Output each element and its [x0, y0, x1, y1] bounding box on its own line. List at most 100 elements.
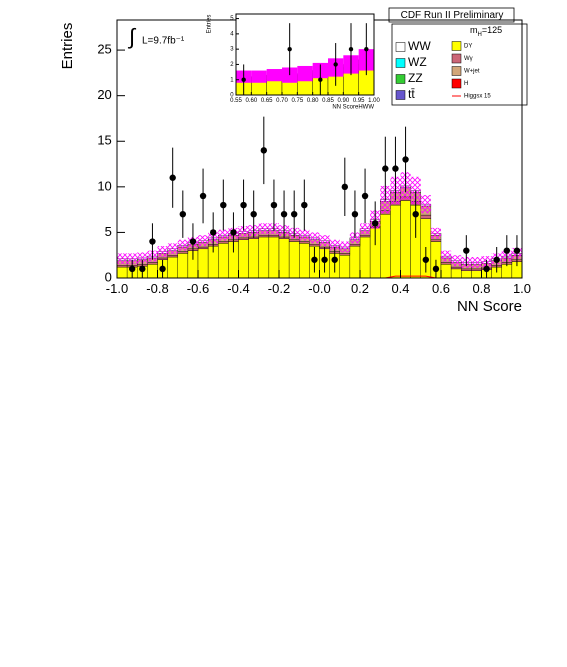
data-point [483, 265, 490, 273]
data-point [331, 256, 338, 263]
uncertainty-band [127, 253, 138, 265]
uncertainty-band [238, 226, 249, 237]
data-point [287, 46, 292, 52]
uncertainty-band [329, 239, 340, 251]
x-tick-label: 0.4 [391, 281, 409, 296]
mass-label: mH=125 [470, 25, 502, 37]
stack-segment [147, 264, 158, 279]
stack-segment [218, 243, 229, 279]
luminosity: L=9.7fb⁻¹ [142, 36, 185, 47]
data-point [189, 238, 197, 245]
stack-segment [299, 243, 310, 279]
stack-segment [450, 266, 462, 270]
legend-swatch [451, 66, 462, 76]
inset-x-label: NN ScoreHWW [332, 105, 374, 111]
stack-segment [299, 241, 310, 244]
uncertainty-band [471, 257, 482, 268]
legend-label: Wγ [464, 56, 473, 62]
legend-swatch [451, 41, 462, 51]
integral-sign: ∫ [127, 24, 137, 49]
uncertainty-band [299, 229, 310, 241]
stack-segment [157, 257, 168, 260]
data-point [493, 256, 500, 263]
x-tick-label: -0.8 [146, 281, 168, 296]
legend-swatch [395, 42, 406, 52]
x-axis-label: NN Score [457, 298, 522, 315]
legend-swatch [451, 53, 462, 64]
stack-segment [420, 214, 432, 219]
x-tick-label: 0.75 [291, 98, 303, 104]
legend-swatch [395, 58, 406, 68]
stack-segment [258, 236, 270, 279]
y-tick-label: 0 [105, 269, 112, 284]
data-point [159, 265, 166, 273]
data-point [260, 147, 268, 154]
uncertainty-band [309, 232, 320, 244]
x-tick-label: 1.00 [368, 98, 380, 104]
data-point [301, 201, 308, 209]
data-point [280, 210, 288, 218]
uncertainty-band [339, 241, 350, 253]
data-point [463, 247, 470, 254]
uncertainty-band [420, 195, 431, 214]
mass-value: =125 [482, 25, 502, 35]
uncertainty-band [297, 65, 313, 82]
legend-label: Higgsx 15 [464, 94, 491, 100]
uncertainty-band [117, 253, 128, 265]
stack-segment [288, 239, 300, 242]
data-point [311, 256, 318, 263]
legend-swatch [395, 90, 406, 100]
x-tick-label: -0.4 [227, 281, 249, 296]
x-tick-label: 0.70 [276, 98, 288, 104]
x-tick-label: -1.0 [106, 281, 128, 296]
x-tick-label: -0.6 [187, 281, 209, 296]
data-point [333, 62, 338, 67]
data-point [250, 210, 257, 218]
data-point [179, 210, 187, 218]
data-point [503, 247, 511, 254]
stack-segment [359, 234, 371, 238]
stack-segment [197, 248, 209, 279]
y-tick-label: 1 [230, 77, 234, 83]
legend-label: tt̄ [408, 87, 415, 101]
stack-segment [309, 244, 320, 247]
legend-box [391, 23, 528, 106]
y-tick-label: 3 [230, 47, 234, 53]
stack-segment [147, 262, 158, 265]
y-tick-label: 25 [97, 42, 111, 57]
x-tick-label: 0.2 [351, 281, 369, 296]
legend-label: H [464, 81, 468, 87]
stack-segment [278, 238, 290, 279]
y-tick-label: 15 [97, 133, 111, 148]
uncertainty-band [319, 235, 330, 247]
uncertainty-band [258, 223, 269, 235]
stack-segment [167, 256, 178, 279]
data-point [321, 256, 328, 263]
stack-segment [450, 268, 462, 279]
mass-subscript: H [478, 32, 482, 38]
data-point [513, 247, 521, 254]
uncertainty-band [167, 243, 178, 255]
stack-segment [238, 239, 249, 279]
stack-segment [266, 79, 283, 96]
stack-segment [359, 236, 371, 279]
data-point [371, 220, 379, 227]
y-tick-label: 20 [97, 87, 111, 102]
stack-segment [167, 255, 178, 258]
stack-segment [501, 264, 513, 279]
uncertainty-band [430, 227, 441, 239]
y-tick-label: 5 [105, 224, 112, 239]
uncertainty-band [451, 255, 462, 267]
stack-segment [116, 265, 128, 268]
uncertainty-band [177, 239, 188, 251]
data-point [432, 265, 440, 273]
data-point [199, 192, 207, 200]
stack-segment [400, 200, 411, 279]
data-point [318, 77, 323, 82]
x-tick-label: -0.0 [308, 281, 330, 296]
y-tick-label: 5 [230, 16, 234, 22]
data-point [392, 165, 399, 172]
data-point [290, 210, 298, 218]
